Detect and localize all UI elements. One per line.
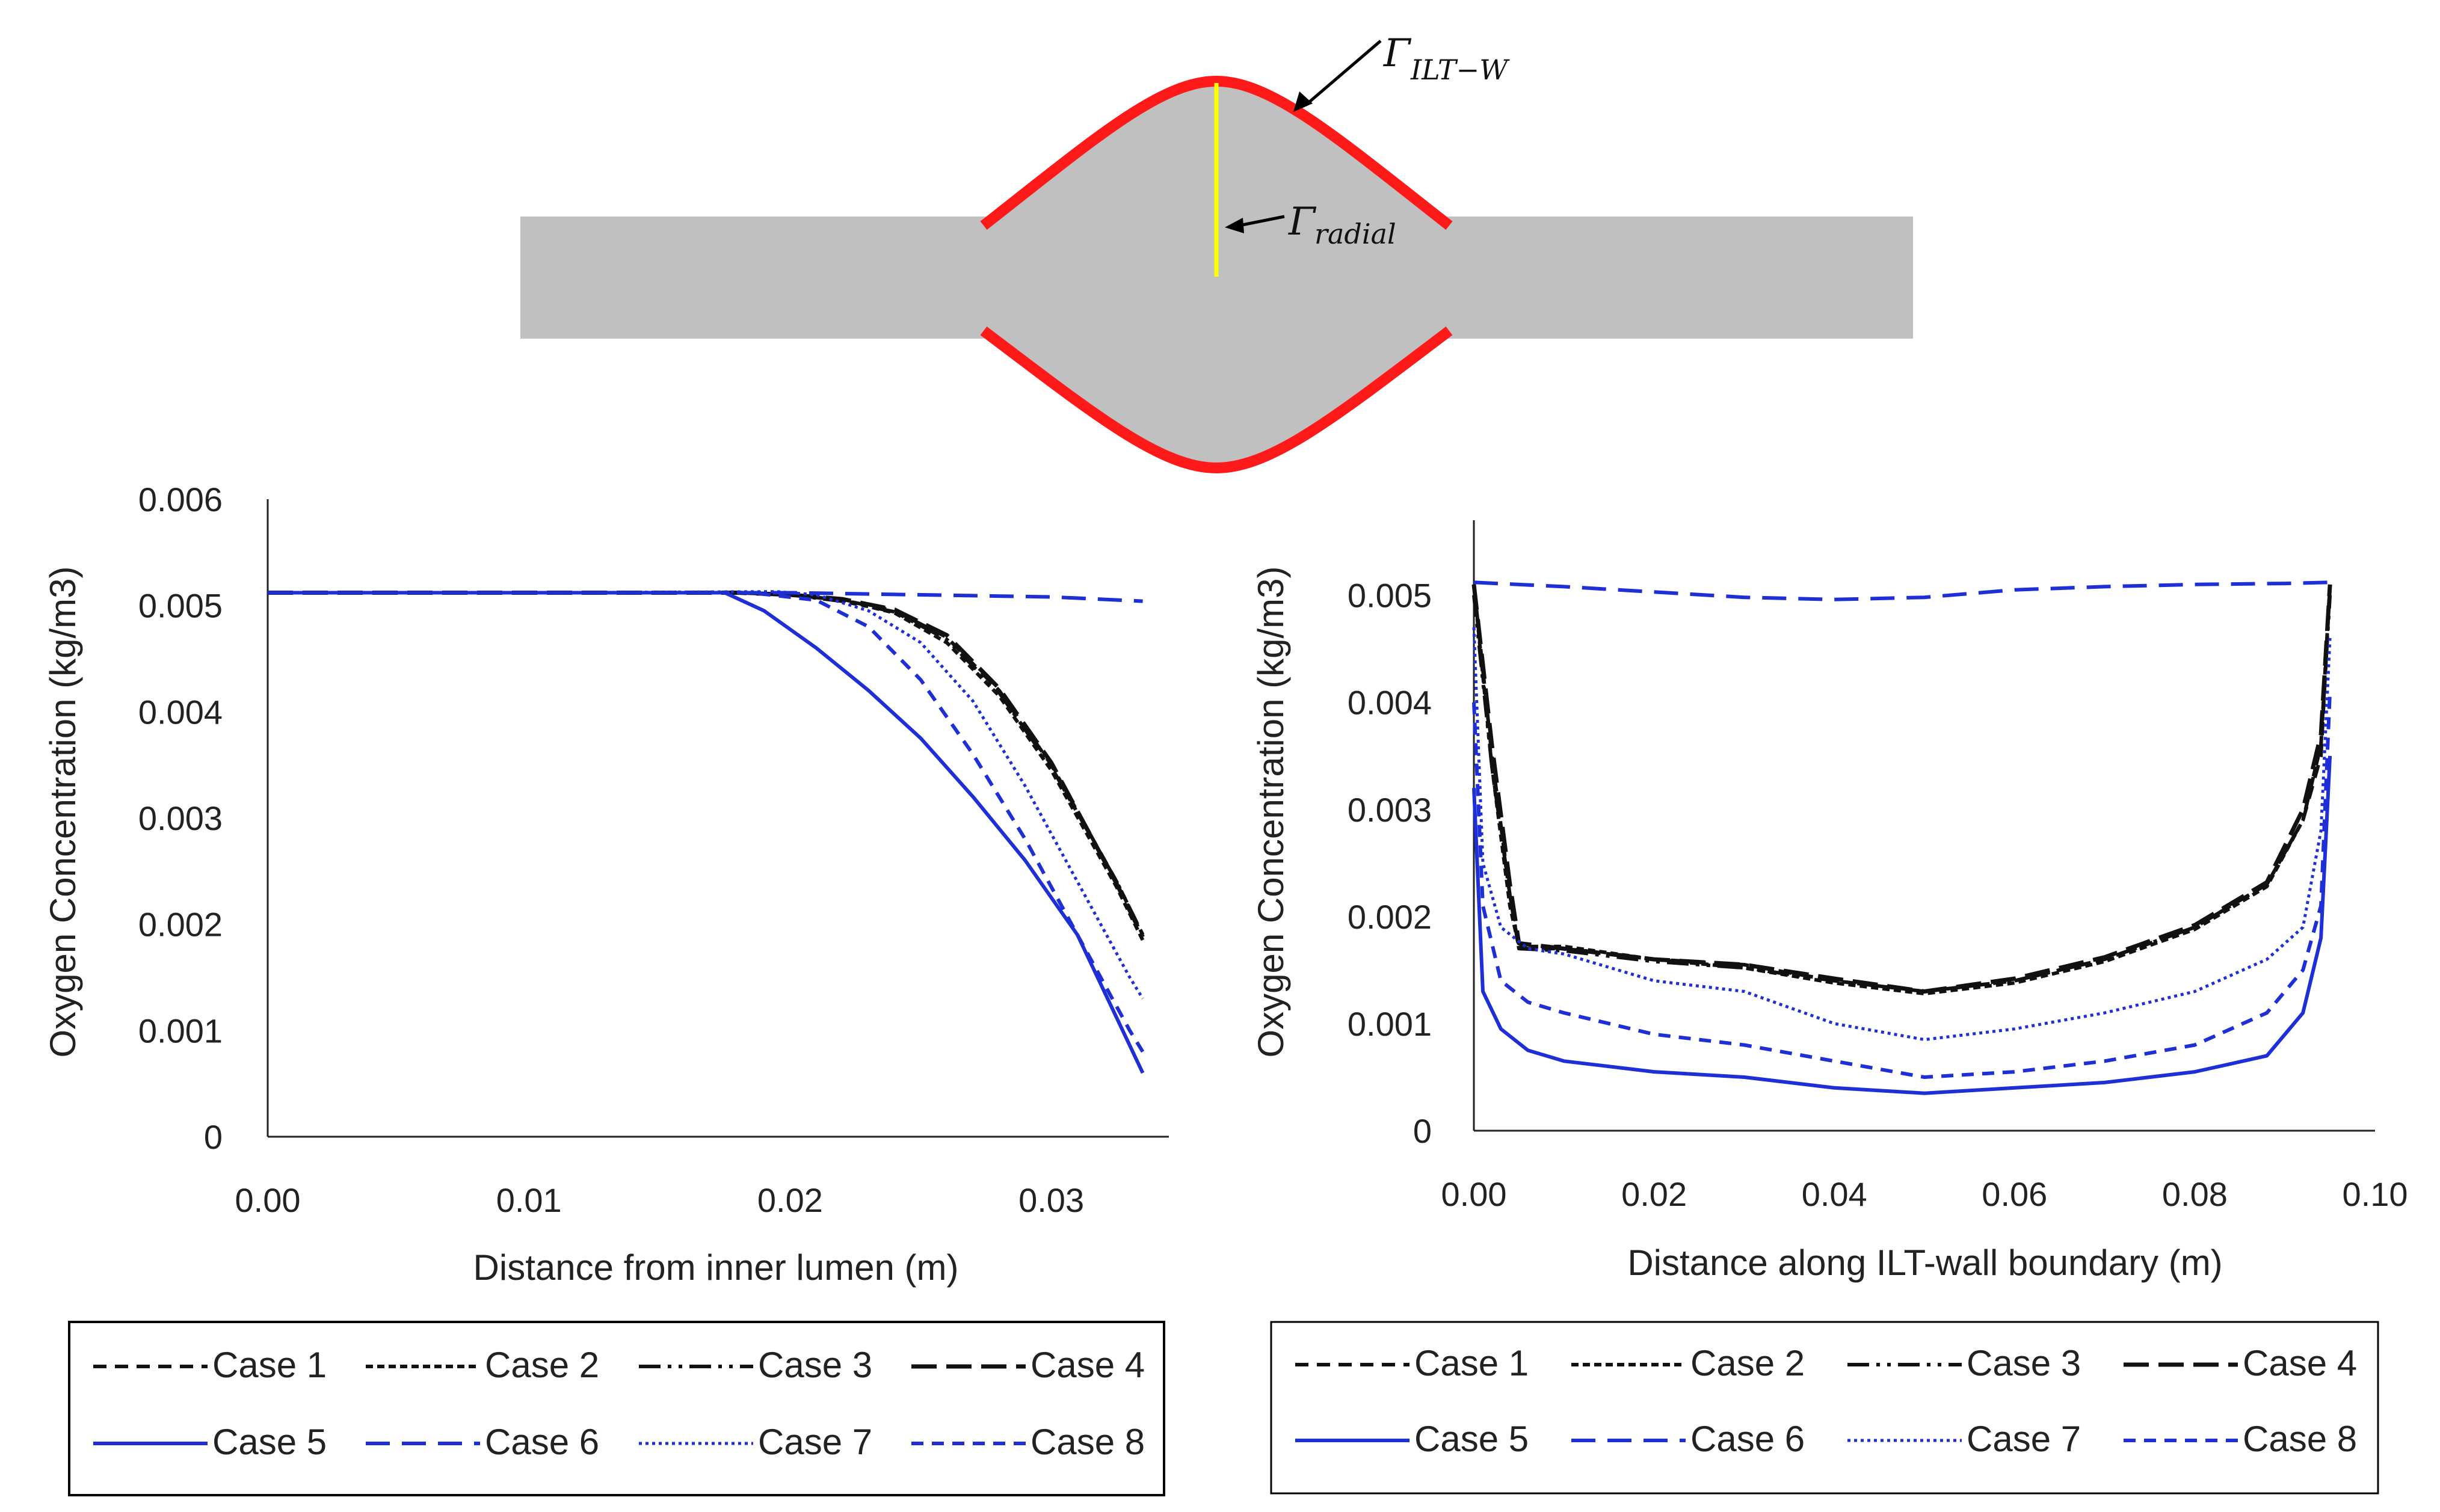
left-chart-y-tick-label: 0.002: [138, 906, 223, 944]
radial-label-subscript: radial: [1314, 218, 1396, 250]
left-chart-x-tick-label: 0.00: [235, 1181, 301, 1219]
right-chart-series-case-1: [1472, 584, 2332, 994]
right-chart-y-tick-label: 0.005: [1348, 577, 1432, 615]
right-chart-series-case-8: [1472, 691, 2332, 1079]
aneurysm-diagram: Γ ILT−W Γ radial: [520, 31, 1913, 474]
right-chart-series-case-2: [1472, 584, 2332, 996]
radial-label-arrowhead: [1225, 218, 1244, 233]
right-chart-legend-label: Case 1: [1414, 1343, 1529, 1383]
left-chart-legend-label: Case 1: [212, 1345, 327, 1385]
left-chart-y-tick-label: 0.001: [138, 1012, 223, 1049]
right-chart-x-tick-label: 0.04: [1802, 1175, 1867, 1213]
right-chart-legend-label: Case 4: [2243, 1343, 2357, 1383]
left-chart-series-case-5: [268, 591, 1145, 1074]
left-chart-legend-box: [68, 1321, 1165, 1496]
right-chart-legend-box: [1270, 1321, 2379, 1495]
right-chart-legend: Case 1 Case 2 Case 3 Case 4 Case 5 Case 6 Case…: [1295, 1343, 2357, 1459]
left-chart: 0.00 0.01 0.02 0.03 0 0.001 0.002 0.003 0.004 0.0…: [43, 481, 1169, 1496]
right-chart-x-tick-label: 0.06: [1982, 1175, 2047, 1213]
left-chart-legend-label: Case 2: [485, 1345, 599, 1385]
left-chart-axes: [266, 499, 1169, 1138]
left-chart-y-tick-label: 0.005: [138, 587, 223, 625]
left-chart-y-tick-label: 0: [204, 1118, 223, 1156]
right-chart-y-tick-label: 0: [1413, 1112, 1432, 1150]
left-chart-x-tick-label: 0.02: [757, 1181, 823, 1219]
right-chart-axes: [1473, 520, 2375, 1132]
right-chart-legend-label: Case 6: [1690, 1419, 1805, 1459]
left-chart-legend-label: Case 8: [1031, 1422, 1145, 1462]
right-chart-x-tick-label: 0.08: [2162, 1175, 2228, 1213]
right-chart-y-axis-label: Oxygen Concentration (kg/m3): [1251, 566, 1291, 1057]
right-chart-series: [1471, 580, 2332, 1095]
left-chart-tick-labels: 0.00 0.01 0.02 0.03 0 0.001 0.002 0.003 0.004 0.0…: [138, 481, 1084, 1219]
wall-label-subscript: ILT−W: [1410, 54, 1510, 86]
left-chart-series-case-6: [268, 591, 1143, 603]
left-chart-y-tick-label: 0.004: [138, 693, 223, 731]
right-chart-y-tick-label: 0.001: [1348, 1005, 1432, 1043]
radial-label-arrow: [1239, 215, 1285, 227]
left-chart-x-axis-label: Distance from inner lumen (m): [473, 1247, 959, 1288]
left-chart-x-tick-label: 0.01: [496, 1181, 562, 1219]
left-chart-y-tick-label: 0.006: [138, 481, 223, 518]
left-chart-legend: Case 1 Case 2 Case 3 Case 4 Case 5 Case 6 Case…: [93, 1345, 1145, 1462]
right-chart-y-tick-label: 0.002: [1348, 898, 1432, 936]
left-chart-series: [268, 590, 1145, 1074]
right-chart-legend-label: Case 2: [1690, 1343, 1805, 1383]
right-chart: 0.00 0.02 0.04 0.06 0.08 0.10 0 0.001 0.002 0.003…: [1251, 520, 2408, 1495]
right-chart-tick-labels: 0.00 0.02 0.04 0.06 0.08 0.10 0 0.001 0.002 0.003…: [1348, 577, 2408, 1213]
right-chart-y-tick-label: 0.004: [1348, 684, 1432, 722]
ilt-wall-boundary-bottom: [980, 326, 1453, 474]
right-chart-series-case-3: [1472, 595, 2332, 994]
right-chart-series-case-5: [1472, 755, 2332, 1095]
wall-label-arrowhead: [1293, 91, 1313, 112]
right-chart-series-case-4: [1471, 584, 2332, 994]
left-chart-y-axis-label: Oxygen Concentration (kg/m3): [43, 566, 83, 1057]
left-chart-legend-label: Case 5: [212, 1422, 327, 1462]
ilt-wall-boundary-top: [980, 75, 1453, 230]
left-chart-series-case-4: [268, 591, 1145, 938]
right-chart-series-case-7: [1472, 627, 2332, 1042]
right-chart-x-tick-label: 0.02: [1621, 1175, 1687, 1213]
radial-label-symbol: Γ: [1288, 200, 1317, 244]
left-chart-series-case-8: [268, 591, 1145, 1053]
right-chart-x-axis-label: Distance along ILT-wall boundary (m): [1627, 1243, 2222, 1283]
right-chart-y-tick-label: 0.003: [1348, 791, 1432, 829]
left-chart-legend-label: Case 7: [758, 1422, 872, 1462]
right-chart-legend-label: Case 5: [1414, 1419, 1529, 1459]
left-chart-legend-label: Case 3: [758, 1345, 872, 1385]
left-chart-x-tick-label: 0.03: [1018, 1181, 1084, 1219]
right-chart-legend-label: Case 7: [1967, 1419, 2081, 1459]
left-chart-legend-label: Case 6: [485, 1422, 599, 1462]
right-chart-series-case-6: [1473, 580, 2331, 601]
right-chart-x-tick-label: 0.10: [2343, 1175, 2408, 1213]
left-chart-legend-label: Case 4: [1031, 1345, 1145, 1385]
wall-label-arrow: [1304, 40, 1382, 106]
left-chart-y-tick-label: 0.003: [138, 799, 223, 837]
left-chart-series-case-7: [268, 590, 1144, 1000]
right-chart-x-tick-label: 0.00: [1441, 1175, 1507, 1213]
right-chart-legend-label: Case 8: [2243, 1419, 2357, 1459]
right-chart-legend-label: Case 3: [1967, 1343, 2081, 1383]
wall-label-symbol: Γ: [1383, 31, 1412, 76]
left-chart-series-case-2: [268, 591, 1145, 941]
